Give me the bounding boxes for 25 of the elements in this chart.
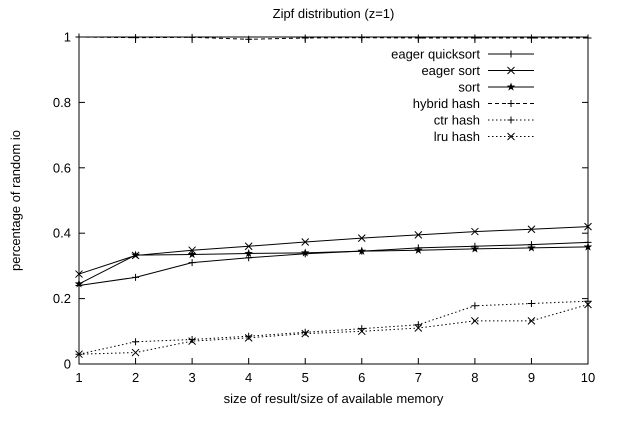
x-tick-label: 10 [580, 370, 596, 385]
y-tick-label: 0.8 [52, 94, 71, 110]
x-tick-label: 4 [245, 370, 252, 385]
legend-label: eager quicksort [391, 46, 480, 62]
legend-label: hybrid hash [412, 96, 480, 111]
legend-label: eager sort [421, 63, 480, 78]
x-tick-label: 7 [414, 370, 422, 385]
x-tick-label: 2 [132, 370, 140, 385]
legend-label: lru hash [434, 129, 480, 144]
chart-title: Zipf distribution (z=1) [272, 6, 394, 21]
y-axis-title: percentage of random io [8, 130, 23, 271]
x-tick-label: 1 [75, 370, 83, 385]
y-tick-label: 1 [64, 30, 71, 44]
x-axis-title: size of result/size of available memory [224, 391, 444, 406]
x-tick-label: 8 [471, 370, 479, 385]
y-tick-label: 0.2 [52, 291, 71, 306]
legend-label: sort [458, 80, 480, 94]
legend-label: ctr hash [434, 112, 480, 128]
x-tick-label: 6 [358, 370, 366, 385]
y-tick-label: 0.6 [52, 160, 71, 176]
x-tick-label: 3 [188, 370, 196, 385]
y-tick-label: 0 [64, 356, 71, 372]
x-tick-label: 9 [528, 370, 536, 385]
x-tick-label: 5 [302, 370, 309, 385]
y-tick-label: 0.4 [52, 226, 71, 241]
